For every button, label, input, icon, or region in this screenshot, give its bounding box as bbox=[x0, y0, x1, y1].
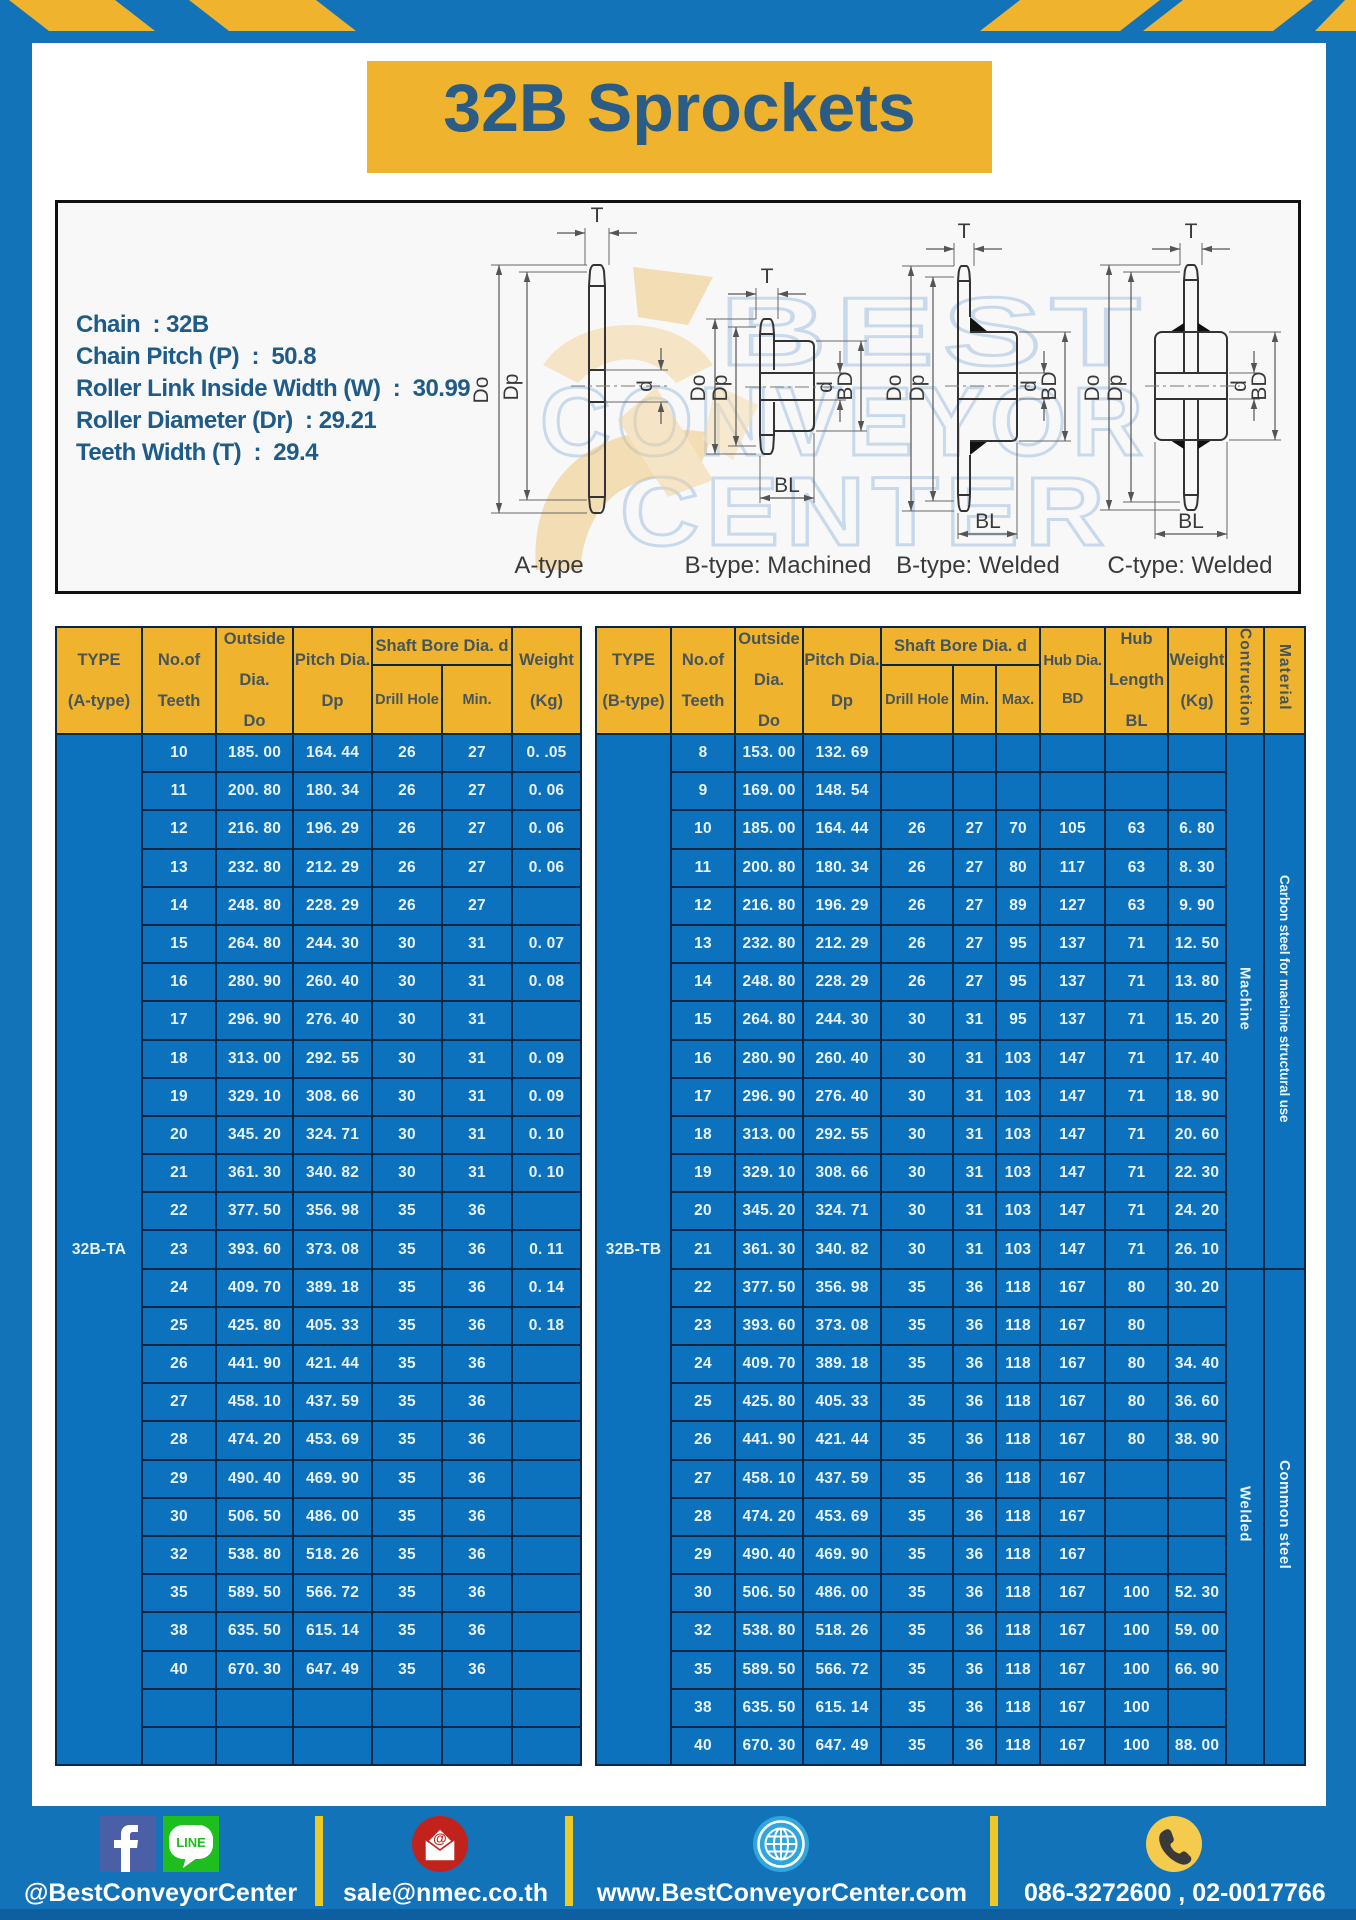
svg-text:BD: BD bbox=[1038, 371, 1061, 400]
svg-text:C-type: Welded: C-type: Welded bbox=[1108, 552, 1273, 579]
svg-text:d: d bbox=[814, 381, 837, 393]
svg-text:T: T bbox=[1185, 220, 1198, 243]
svg-text:BL: BL bbox=[975, 510, 1001, 533]
svg-text:T: T bbox=[958, 220, 971, 243]
svg-text:d: d bbox=[1018, 380, 1041, 392]
svg-text:Do: Do bbox=[1081, 375, 1104, 402]
svg-text:Do: Do bbox=[687, 375, 710, 402]
svg-text:B-type: Machined: B-type: Machined bbox=[685, 552, 872, 579]
svg-text:Dp: Dp bbox=[906, 375, 929, 402]
svg-text:Do: Do bbox=[470, 377, 493, 404]
svg-text:BL: BL bbox=[1178, 510, 1204, 533]
svg-text:BD: BD bbox=[834, 371, 857, 400]
svg-text:Do: Do bbox=[883, 375, 906, 402]
svg-text:@: @ bbox=[433, 1830, 447, 1846]
svg-text:BL: BL bbox=[774, 474, 800, 497]
svg-text:T: T bbox=[591, 204, 604, 227]
svg-text:d: d bbox=[1228, 380, 1251, 392]
svg-text:LINE: LINE bbox=[176, 1835, 206, 1850]
svg-text:BD: BD bbox=[1248, 371, 1271, 400]
svg-text:d: d bbox=[634, 380, 657, 392]
svg-text:Dp: Dp bbox=[709, 375, 732, 402]
svg-text:B-type: Welded: B-type: Welded bbox=[896, 552, 1060, 579]
svg-text:Dp: Dp bbox=[500, 374, 523, 401]
svg-text:T: T bbox=[761, 265, 774, 288]
svg-text:Dp: Dp bbox=[1104, 375, 1127, 402]
svg-text:A-type: A-type bbox=[514, 552, 583, 579]
